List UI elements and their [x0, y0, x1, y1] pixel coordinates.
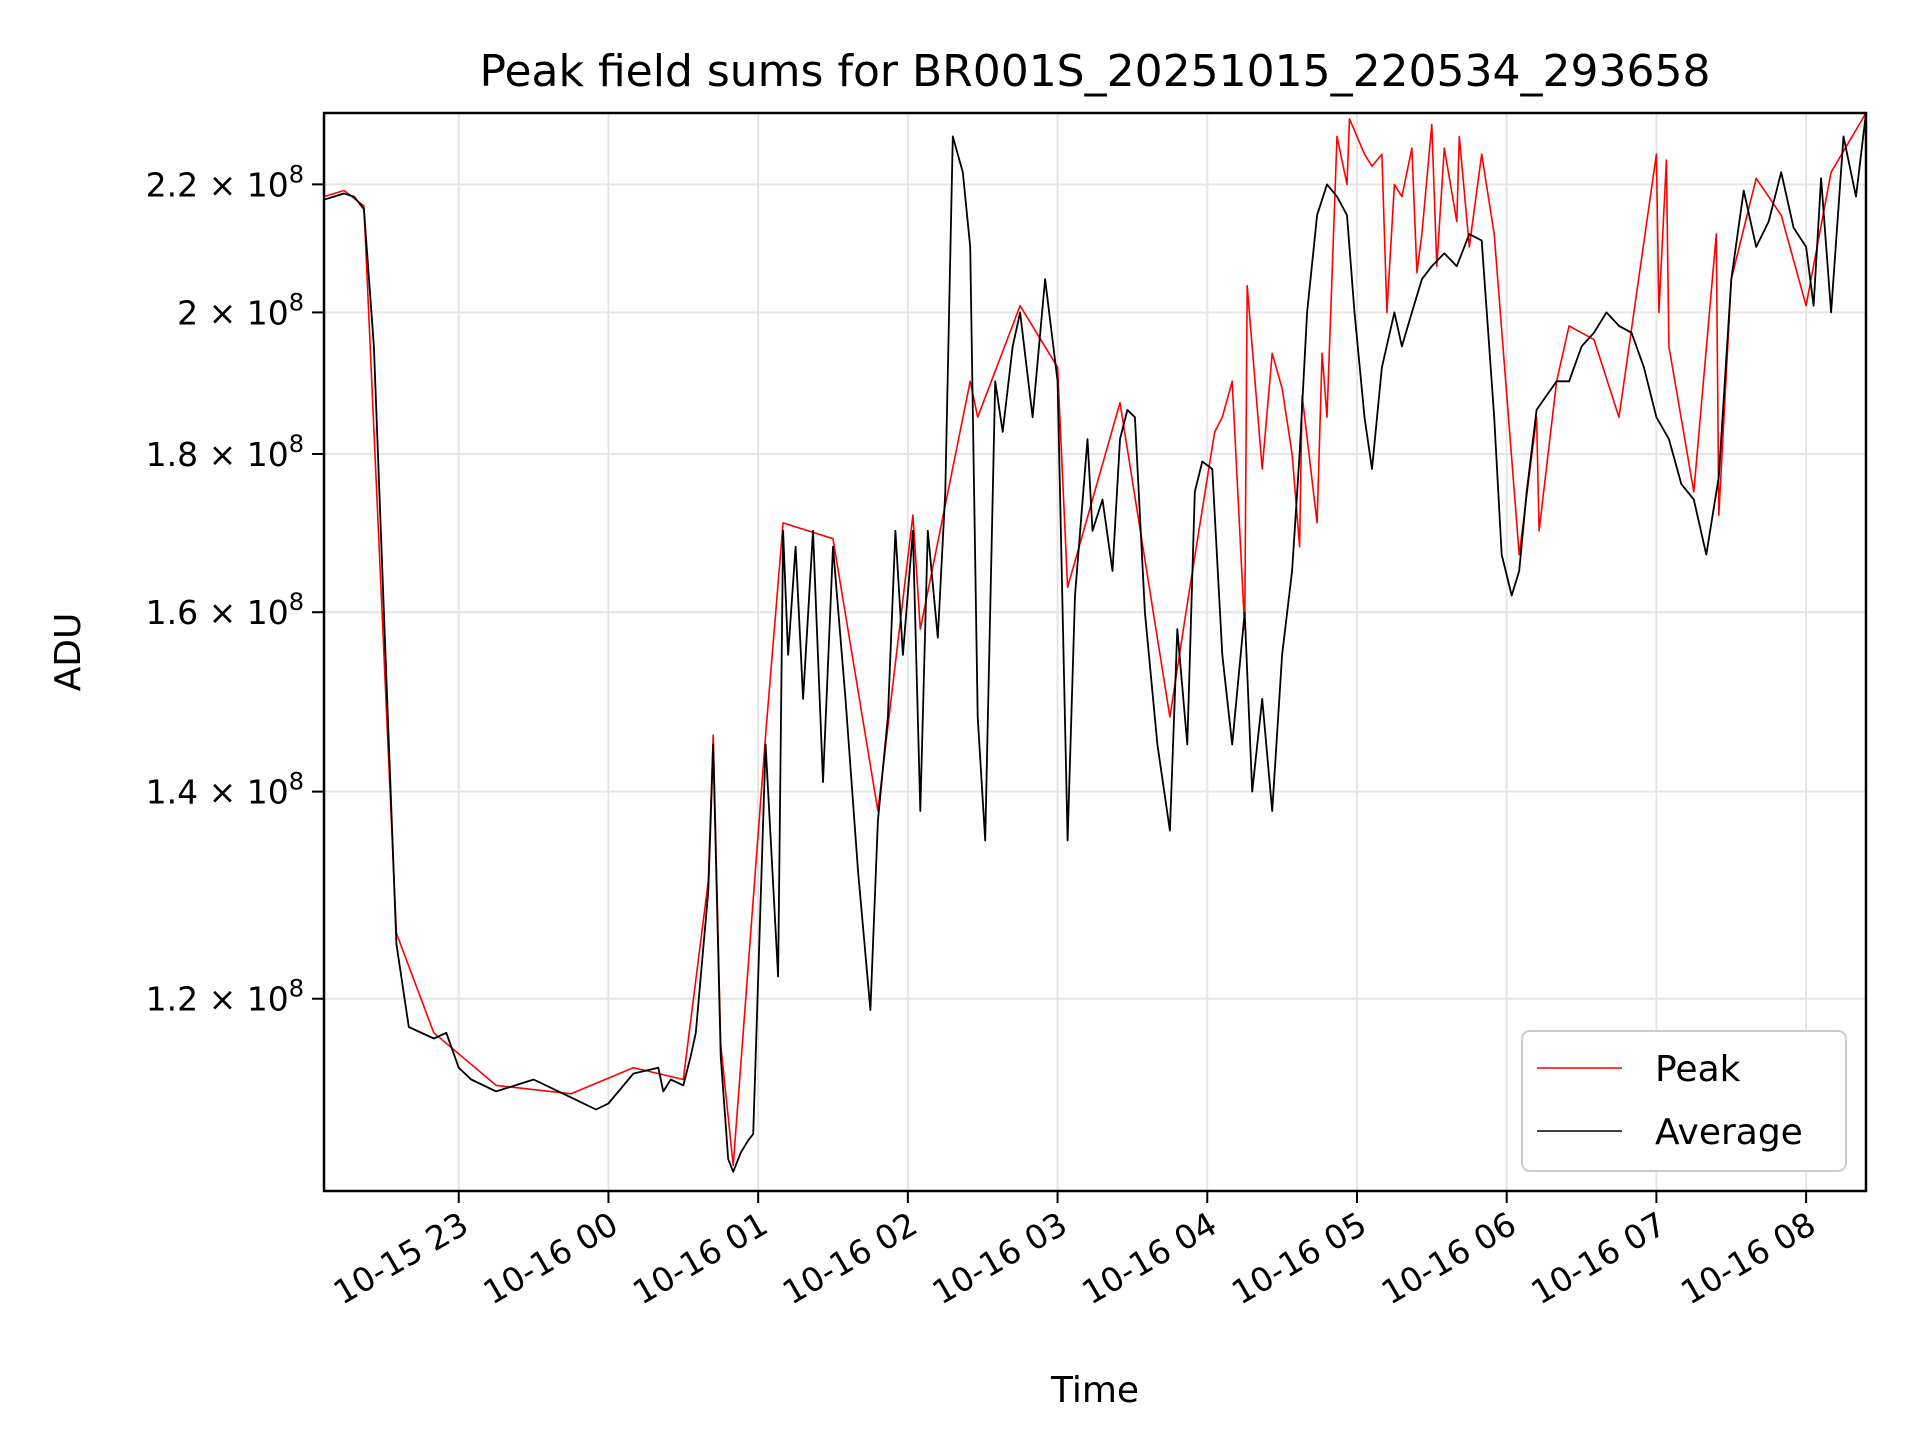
y-axis-label: ADU [48, 613, 89, 692]
legend-label-peak: Peak [1655, 1049, 1741, 1090]
series-line-average [323, 112, 1867, 1173]
x-axis-label: Time [1050, 1370, 1139, 1411]
y-tick-label: 2.2 × 108 [146, 160, 304, 204]
series-layer [323, 112, 1867, 1173]
legend-box [1521, 1030, 1847, 1172]
series-line-peak [323, 112, 1867, 1167]
grid [324, 113, 1866, 1191]
legend: Peak Average [1521, 1030, 1847, 1172]
chart-title: Peak field sums for BR001S_20251015_2205… [479, 46, 1710, 97]
plot-frame [322, 111, 1868, 1193]
y-tick-label: 1.4 × 108 [146, 768, 304, 812]
y-tick-label: 1.8 × 108 [146, 430, 304, 474]
y-tick-label: 1.2 × 108 [146, 975, 304, 1019]
legend-label-average: Average [1655, 1112, 1803, 1153]
y-tick-label: 1.6 × 108 [146, 588, 304, 632]
y-axis: 1.2 × 108 1.4 × 108 1.6 × 108 1.8 × 108 2 × … [146, 160, 324, 1019]
y-tick-label: 2 × 108 [177, 288, 304, 332]
